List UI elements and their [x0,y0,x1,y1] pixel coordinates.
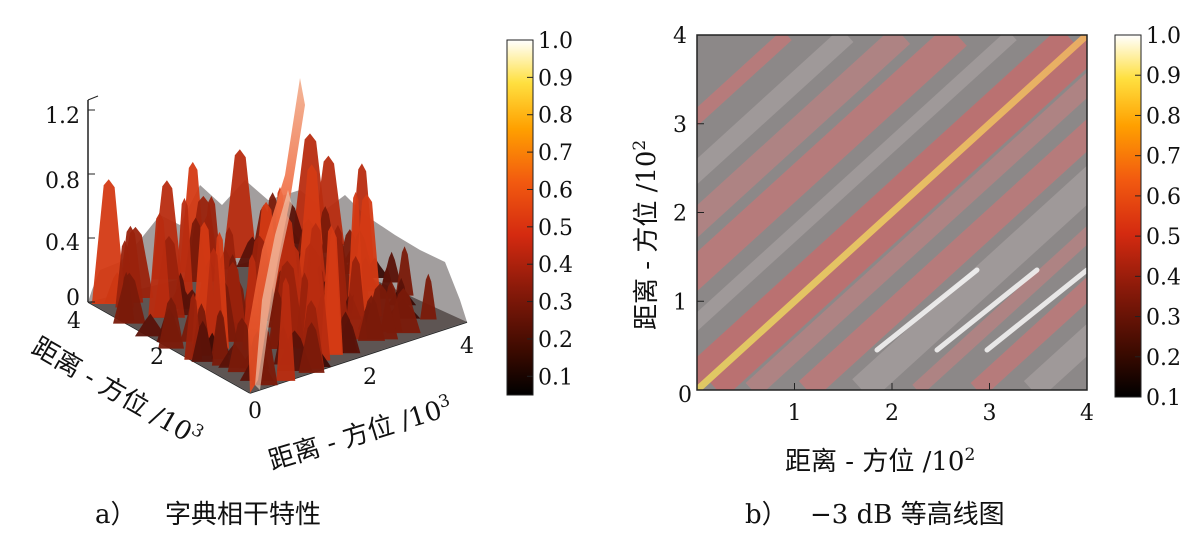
heatmap-band [697,35,1017,332]
panel-b-y-axis-label: 距离 - 方位 /102 [630,140,662,330]
colorbar-tick-label: 0.7 [1146,145,1181,170]
surface-spike [113,272,146,324]
panel-a-colorbar: 1.0 0.9 0.8 0.7 0.6 0.5 0.4 0.3 0.2 0.1 [506,29,573,396]
surface-spike [191,320,215,362]
colorbar-tick-label: 0.4 [1146,265,1181,290]
x-tick-label: 1 [788,401,802,426]
surface-spike [211,309,230,366]
surface-spike [91,179,126,304]
surface-spike [276,277,296,381]
surface-spike [134,313,166,337]
z-axis-back [87,95,99,101]
y-tick-label: 2 [150,345,164,370]
heatmap-band [697,35,792,127]
main-peak-highlight [255,190,292,390]
heatmap-band [745,72,1087,390]
heatmap-band [697,35,967,292]
y-tick-label: 2 [673,202,687,227]
colorbar-tick-label: 1.0 [538,29,573,54]
colorbar-tick-label: 0.7 [538,141,573,166]
panel-b-label: b） [745,500,788,530]
panel-a-3d-surface: 1.2 0.8 0.4 0 4 2 0 2 4 距离 - 方位 /103 距离 … [27,29,574,477]
x-tick-label: 4 [460,334,474,359]
panel-a-label: a） [95,500,137,530]
colorbar-tick-label: 0.5 [538,216,573,241]
y-tick-label: 4 [673,24,687,49]
colorbar-tick-label: 0.3 [1146,306,1181,331]
panel-b-x-axis-label: 距离 - 方位 /102 [785,445,975,477]
origin-label: 0 [678,383,692,408]
z-tick-label: 0 [66,286,80,311]
heatmap-band [697,35,1075,387]
colorbar-tick-label: 0.2 [538,328,573,353]
surface-peaks [91,78,437,393]
colorbar-tick-label: 0.8 [538,104,573,129]
colorbar-tick-label: 0.4 [538,253,573,278]
heatmap-streak [874,267,980,353]
panel-b-heatmap: 1 2 3 4 1 2 3 4 0 距离 - 方位 /102 距离 - 方位 /102 1.0 0… [630,24,1181,477]
colorbar-gradient [506,39,534,396]
heatmap-band [709,38,1087,390]
colorbar-tick-label: 1.0 [1146,24,1181,49]
colorbar-tick-label: 0.3 [538,291,573,316]
surface-spike [223,149,257,258]
heatmap-band [970,277,1087,390]
surface-spike [344,255,368,340]
surface-spike [298,322,325,373]
colorbar-tick-label: 0.6 [538,178,573,203]
surface-spike [357,295,386,341]
colorbar-tick-label: 0.2 [1146,346,1181,371]
heatmap-band [852,165,1087,390]
panel-a-x-axis-label: 距离 - 方位 /103 [265,390,456,476]
colorbar-tick-label: 0.9 [538,66,573,91]
x-tick-label: 3 [983,401,997,426]
surface-spike [420,273,437,320]
colorbar-tick-label: 0.5 [1146,225,1181,250]
z-tick-label: 0.8 [45,169,80,194]
y-tick-label: 3 [673,113,687,138]
colorbar-tick-label: 0.8 [1146,104,1181,129]
y-tick-label: 1 [673,290,687,315]
colorbar-gradient [1114,34,1142,398]
heatmap-streak [934,267,1040,353]
z-tick-label: 1.2 [45,104,80,129]
surface-spike [337,318,361,354]
panel-b-caption: −3 dB 等高线图 [810,500,1005,530]
heatmap-band [798,118,1087,390]
colorbar-tick-label: 0.6 [1146,185,1181,210]
surface-spike [386,288,421,334]
panel-b-ticks: 1 2 3 4 1 2 3 4 0 [673,24,1094,426]
x-tick-label: 4 [1080,401,1094,426]
heatmap-band [697,35,911,238]
surface-spike [148,212,172,318]
surface-spike [158,297,184,349]
z-tick-label: 0.4 [45,231,80,256]
diagonal-ridge [697,35,1087,390]
heatmap-bands [697,35,1087,390]
x-tick-label: 2 [885,401,899,426]
heatmap-band [697,35,854,185]
surface-spike [323,229,343,355]
colorbar-tick-label: 0.1 [538,365,573,390]
y-tick-label: 0 [248,399,262,424]
colorbar-tick-label: 0.1 [1146,386,1181,411]
panel-b-colorbar: 1.0 0.9 0.8 0.7 0.6 0.5 0.4 0.3 0.2 0.1 [1114,24,1181,411]
x-tick-label: 2 [363,365,377,390]
heatmap-band [912,225,1087,390]
panel-a-caption: 字典相干特性 [165,500,321,530]
heatmap-streak [984,267,1087,353]
y-tick-label: 4 [67,309,81,334]
colorbar-tick-label: 0.9 [1146,64,1181,89]
